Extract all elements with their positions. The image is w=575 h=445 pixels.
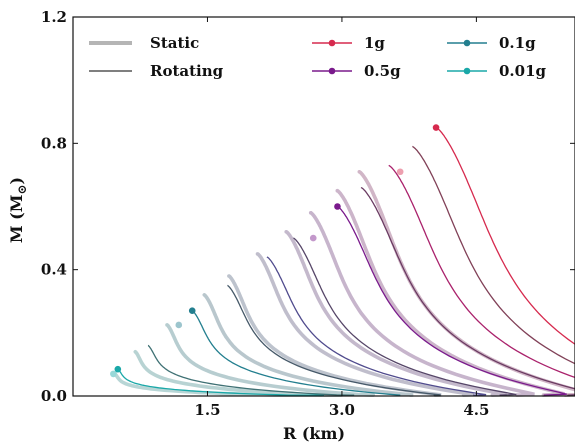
y-axis-label-suffix: ) (7, 177, 26, 185)
static-curve (227, 274, 442, 397)
static-curve (335, 188, 566, 397)
plot-frame (72, 16, 575, 397)
rotating-curve (191, 310, 401, 396)
rotating-curve (147, 344, 355, 396)
static-curve (308, 211, 535, 397)
static-max-marker (309, 234, 317, 242)
rotating-curve (412, 145, 575, 365)
y-axis-label: M (M⊙) (7, 177, 29, 243)
rotating-curve (293, 237, 517, 396)
legend-color-label: 1g (364, 34, 385, 52)
x-tick-label: 4.5 (463, 401, 489, 419)
legend-color-marker (463, 67, 471, 75)
legend: Static Rotating 1g 0.5g 0.1g 0.01g (89, 34, 547, 80)
static-curve (255, 252, 475, 397)
rotating-curve (266, 256, 487, 396)
static-curve (202, 293, 414, 397)
rotating-max-marker (114, 365, 122, 373)
rotating-max-marker (334, 203, 341, 210)
y-tick-label: 1.2 (41, 8, 67, 26)
markers-layer (110, 124, 440, 378)
x-tick-label: 1.5 (194, 401, 220, 419)
legend-color-label: 0.01g (499, 62, 547, 80)
x-tick-label: 3.0 (329, 401, 355, 419)
axis-ticks: 1.5 3.0 4.5 0.0 0.4 0.8 1.2 (41, 8, 575, 419)
rotating-curve (435, 126, 575, 345)
rotating-curve (360, 186, 575, 396)
legend-color-marker (463, 39, 471, 47)
legend-color-marker (328, 39, 336, 47)
static-max-marker (110, 370, 117, 378)
rotating-curve (388, 164, 575, 379)
legend-color-marker (328, 67, 336, 75)
rotating-max-marker (432, 124, 440, 131)
static-max-marker (175, 321, 183, 329)
y-tick-label: 0.4 (41, 261, 67, 279)
static-curve (165, 323, 375, 397)
y-tick-label: 0.0 (41, 387, 67, 405)
static-curve (133, 350, 344, 397)
rotating-curve (227, 284, 441, 396)
static-curve (284, 230, 507, 397)
legend-rotating-label: Rotating (150, 62, 224, 80)
y-axis-label-symbol: ⊙ (15, 184, 29, 194)
rotating-curve (337, 205, 567, 396)
y-axis-label-main: M (M (7, 195, 26, 244)
static-max-marker (396, 168, 404, 176)
y-tick-label: 0.8 (41, 134, 67, 152)
x-axis-label: R (km) (283, 424, 345, 443)
curves-layer (112, 126, 575, 397)
legend-color-label: 0.1g (499, 34, 536, 52)
rotating-max-marker (188, 307, 196, 315)
legend-static-label: Static (150, 34, 199, 52)
legend-color-label: 0.5g (364, 62, 401, 80)
